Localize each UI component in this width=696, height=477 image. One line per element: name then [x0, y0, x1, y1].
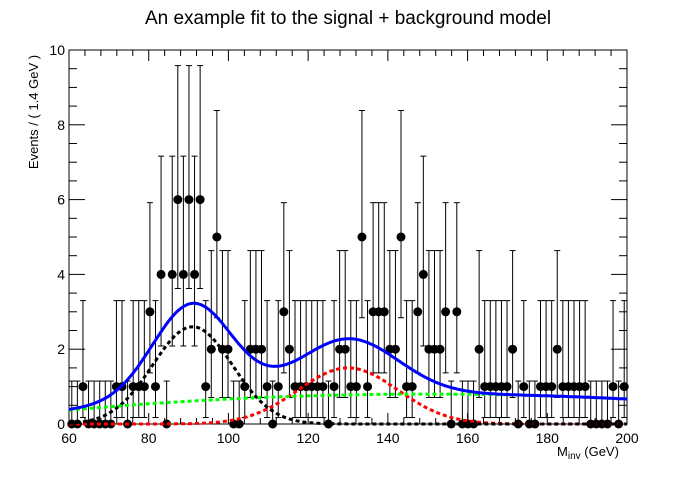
data-point [580, 382, 590, 392]
x-tick-label: 100 [217, 430, 241, 446]
data-point [167, 269, 177, 279]
data-point [435, 344, 445, 354]
data-point [602, 419, 612, 429]
data-point [318, 382, 328, 392]
x-axis-label-unit: (GeV) [581, 444, 619, 459]
x-axis-label: Minv (GeV) [557, 444, 619, 462]
data-point [106, 419, 116, 429]
data-point [268, 419, 278, 429]
x-tick-label: 200 [615, 430, 639, 446]
data-point [619, 382, 629, 392]
x-tick-label: 60 [61, 430, 77, 446]
fit-curves [68, 301, 628, 426]
data-point [139, 382, 149, 392]
data-point [78, 382, 88, 392]
data-point [156, 269, 166, 279]
y-tick-label: 0 [57, 416, 65, 432]
data-point [396, 232, 406, 242]
data-point [418, 269, 428, 279]
data-point [178, 269, 188, 279]
y-tick-label: 10 [49, 42, 65, 58]
data-point [407, 382, 417, 392]
total-curve [68, 301, 628, 411]
data-point [608, 382, 618, 392]
data-point [323, 419, 333, 429]
chart-title: An example fit to the signal + backgroun… [145, 8, 551, 29]
x-axis-label-main: M [557, 444, 568, 459]
data-point [390, 344, 400, 354]
data-point [519, 382, 529, 392]
data-point [452, 307, 462, 317]
data-point [201, 382, 211, 392]
data-point [257, 344, 267, 354]
data-point [284, 344, 294, 354]
data-point [206, 344, 216, 354]
data-point [262, 382, 272, 392]
data-point [413, 307, 423, 317]
data-point [329, 382, 339, 392]
data-point [513, 419, 523, 429]
x-tick-label: 80 [141, 430, 157, 446]
data-point [190, 269, 200, 279]
data-point [502, 382, 512, 392]
y-tick-label: 8 [57, 117, 65, 133]
data-point [547, 382, 557, 392]
data-point [340, 344, 350, 354]
data-point [145, 307, 155, 317]
data-point [173, 195, 183, 205]
data-point [195, 195, 205, 205]
data-point [279, 307, 289, 317]
data-point [212, 232, 222, 242]
data-point [363, 382, 373, 392]
data-point [552, 344, 562, 354]
data-point [508, 344, 518, 354]
signal1-curve [68, 325, 627, 426]
data-point [273, 382, 283, 392]
data-point [223, 344, 233, 354]
x-tick-label: 120 [296, 430, 320, 446]
plot-frame [68, 49, 628, 425]
data-point [357, 232, 367, 242]
x-tick-label: 160 [456, 430, 480, 446]
data-point [379, 307, 389, 317]
x-axis-label-sub: inv [568, 451, 581, 462]
data-point [184, 195, 194, 205]
data-point [351, 382, 361, 392]
data-points [67, 65, 629, 429]
y-tick-label: 6 [57, 192, 65, 208]
data-point [474, 344, 484, 354]
y-axis-label: Events / ( 1.4 GeV ) [26, 55, 41, 169]
x-tick-label: 180 [536, 430, 560, 446]
x-tick-label: 140 [376, 430, 400, 446]
data-point [162, 419, 172, 429]
data-point [441, 307, 451, 317]
data-point [234, 419, 244, 429]
y-tick-label: 4 [57, 266, 65, 282]
y-tick-label: 2 [57, 341, 65, 357]
data-point [150, 382, 160, 392]
